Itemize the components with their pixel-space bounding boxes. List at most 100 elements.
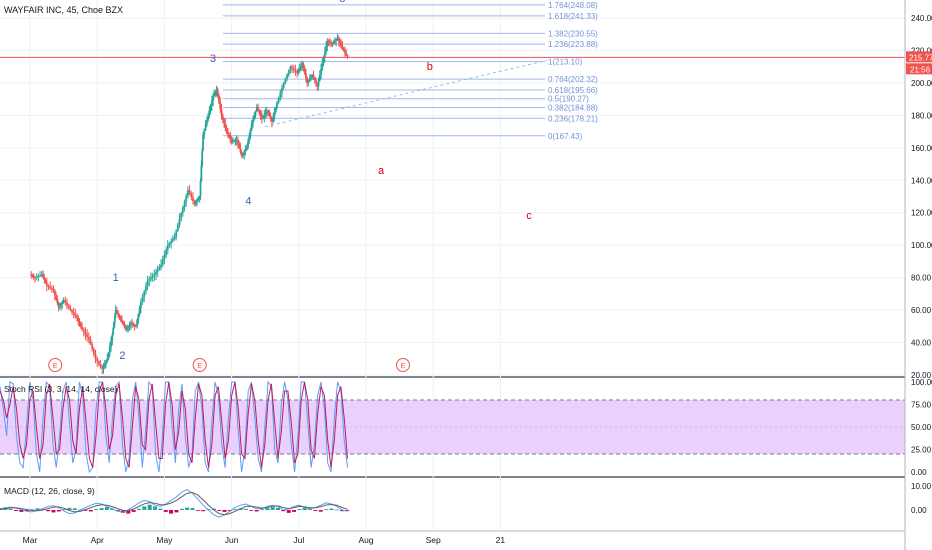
- earnings-marker-label: E: [53, 363, 58, 370]
- macd-histogram-bar: [249, 510, 254, 511]
- wave-label: 3: [210, 53, 216, 65]
- candle-body: [37, 276, 40, 278]
- macd-histogram-bar: [142, 506, 147, 510]
- candle-body: [107, 352, 110, 359]
- candle-body: [81, 326, 83, 330]
- earnings-marker-label: E: [401, 363, 406, 370]
- macd-pane[interactable]: [0, 489, 350, 518]
- candle-body: [239, 147, 242, 152]
- fib-level-label: 0.382(184.88): [548, 103, 598, 112]
- macd-histogram-bar: [270, 507, 275, 510]
- macd-histogram-bar: [99, 508, 104, 510]
- candle-body: [31, 275, 34, 277]
- candle-body: [247, 141, 249, 148]
- candle-body: [308, 78, 311, 81]
- price-tick-label: 240.00: [911, 14, 932, 23]
- candle-body: [74, 314, 77, 317]
- macd-histogram-bar: [233, 509, 238, 511]
- candle-body: [284, 78, 287, 83]
- candle-body: [168, 243, 171, 246]
- candle-body: [310, 76, 312, 79]
- candle-body: [342, 48, 345, 51]
- macd-histogram-bar: [94, 509, 99, 510]
- candle-body: [71, 310, 73, 313]
- macd-histogram-bar: [297, 509, 302, 510]
- price-tick-label: 200.00: [911, 79, 932, 88]
- candle-body: [291, 66, 293, 69]
- candle-body: [158, 267, 161, 270]
- stoch-rsi-legend[interactable]: Stoch RSI (3, 3, 14, 14, close): [4, 384, 118, 394]
- price-tick-label: 60.00: [911, 306, 932, 315]
- candle-body: [150, 277, 152, 280]
- price-pane[interactable]: 1.764(248.08) 1.618(241.33) 1.382(230.55) 1…: [0, 0, 905, 375]
- earnings-marker-label: E: [197, 363, 202, 370]
- candle-body: [45, 282, 48, 286]
- macd-legend[interactable]: MACD (12, 26, close, 9): [4, 486, 95, 496]
- price-tick-label: 220.00: [911, 46, 932, 55]
- candle-body: [52, 289, 55, 291]
- price-axis[interactable]: 240.00 220.00 200.00 180.00 160.00 140.00 120.…: [904, 0, 932, 550]
- candle-body: [274, 107, 277, 113]
- candle-body: [50, 288, 53, 290]
- price-tick-label: 80.00: [911, 274, 932, 283]
- candle-body: [312, 74, 315, 78]
- candle-body: [213, 94, 215, 96]
- candle-body: [328, 41, 331, 43]
- candle-body: [294, 69, 297, 72]
- countdown-label: 21:56: [910, 65, 931, 74]
- candle-body: [263, 114, 266, 117]
- candle-body: [136, 320, 138, 327]
- candle-body: [35, 276, 38, 278]
- macd-histogram-bar: [163, 510, 168, 512]
- candle-body: [106, 358, 109, 362]
- candle-body: [272, 116, 275, 122]
- candle-body: [323, 52, 326, 58]
- candle-body: [161, 259, 164, 265]
- fib-level-label: 1.236(223.88): [548, 40, 598, 49]
- candle-body: [121, 319, 123, 323]
- candle-body: [334, 40, 336, 43]
- macd-histogram-bar: [227, 510, 232, 511]
- stoch-rsi-pane[interactable]: [0, 380, 905, 474]
- candle-body: [112, 328, 115, 335]
- candle-body: [231, 140, 234, 142]
- candle-body: [131, 323, 133, 325]
- candle-body: [183, 201, 186, 208]
- macd-histogram-bar: [83, 510, 88, 511]
- wave-label: b: [427, 61, 433, 73]
- wave-label: 1: [113, 272, 119, 284]
- candle-body: [134, 325, 137, 327]
- price-tick-label: 180.00: [911, 111, 932, 120]
- candle-body: [103, 363, 106, 367]
- candle-body: [220, 108, 223, 116]
- candle-body: [166, 245, 169, 251]
- symbol-title[interactable]: WAYFAIR INC, 45, Choe BZX: [4, 5, 124, 15]
- candle-body: [94, 353, 97, 359]
- time-axis[interactable]: Mar Apr May Jun Jul Aug Sep 21: [23, 535, 506, 545]
- time-tick-label: Sep: [426, 535, 441, 545]
- candle-body: [268, 113, 271, 117]
- price-tick-label: 20.00: [911, 371, 932, 380]
- candle-body: [151, 276, 154, 278]
- candle-body: [214, 91, 217, 93]
- candle-body: [82, 329, 85, 332]
- candle-body: [124, 327, 127, 330]
- candle-body: [332, 42, 335, 44]
- macd-histogram-bar: [67, 507, 72, 510]
- candle-body: [325, 46, 327, 53]
- candle-body: [187, 190, 189, 196]
- candle-body: [146, 280, 149, 287]
- candle-body: [221, 115, 224, 120]
- wave-label: 4: [245, 196, 251, 208]
- candle-body: [209, 105, 212, 111]
- macd-tick-label: 10.00: [911, 482, 932, 491]
- candle-body: [69, 307, 72, 311]
- macd-histogram-bar: [137, 508, 142, 510]
- candle-body: [223, 119, 225, 124]
- candle-body: [173, 237, 176, 240]
- candle-body: [322, 57, 325, 64]
- candle-body: [193, 200, 196, 205]
- candle-body: [86, 334, 89, 337]
- candle-body: [313, 77, 316, 81]
